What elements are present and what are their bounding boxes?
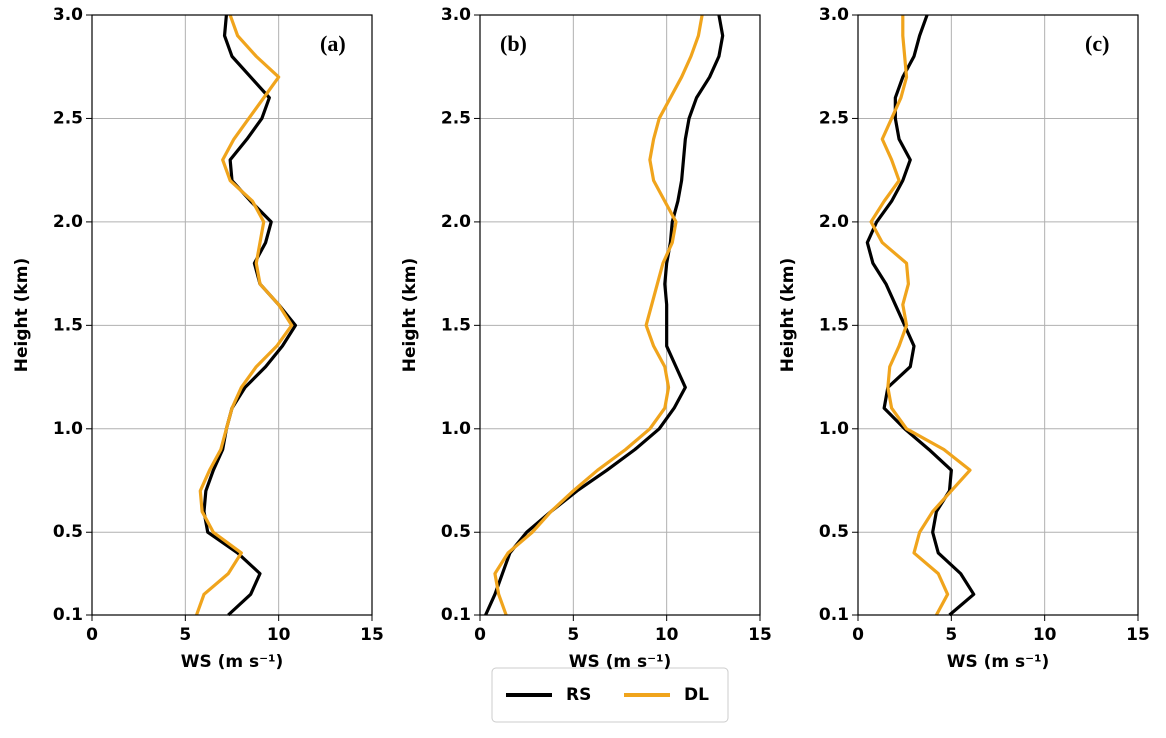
x-tick-label: 0: [86, 625, 98, 645]
y-axis-label: Height (km): [400, 258, 420, 372]
y-tick-label: 2.5: [819, 108, 849, 128]
y-tick-label: 1.0: [441, 419, 471, 439]
legend-label: DL: [684, 685, 709, 705]
panel-label: (b): [500, 31, 527, 56]
x-tick-label: 15: [360, 625, 384, 645]
x-tick-label: 5: [567, 625, 579, 645]
y-tick-label: 1.0: [53, 419, 83, 439]
y-tick-label: 0.5: [819, 522, 849, 542]
panel-label: (a): [320, 31, 346, 56]
axes-frame: [479, 14, 761, 616]
y-tick-label: 1.0: [819, 419, 849, 439]
y-tick-label: 2.0: [441, 212, 471, 232]
y-tick-label: 0.1: [441, 605, 471, 625]
y-tick-label: 1.5: [819, 315, 849, 335]
x-axis-label: WS (m s⁻¹): [569, 652, 672, 672]
y-tick-label: 2.5: [53, 108, 83, 128]
x-axis-label: WS (m s⁻¹): [181, 652, 284, 672]
axes-frame: [91, 14, 373, 616]
x-tick-label: 10: [1033, 625, 1057, 645]
profile-line: [869, 15, 972, 616]
x-tick-label: 10: [655, 625, 679, 645]
x-tick-label: 5: [179, 625, 191, 645]
y-axis-label: Height (km): [12, 258, 32, 372]
panel: 0 5 10 15 0.1 0.5 1.0 1.5 2.0 2.5 3.0 (c) WS (m s⁻¹)…: [778, 5, 1150, 672]
y-axis-label: Height (km): [778, 258, 798, 372]
profile-line: [865, 14, 976, 617]
y-tick-label: 2.0: [819, 212, 849, 232]
y-tick-label: 0.1: [819, 605, 849, 625]
x-tick-label: 10: [267, 625, 291, 645]
y-tick-label: 2.0: [53, 212, 83, 232]
y-tick-label: 0.1: [53, 605, 83, 625]
profile-line: [493, 14, 704, 616]
y-tick-label: 2.5: [441, 108, 471, 128]
panel-label: (c): [1085, 31, 1109, 56]
y-tick-label: 3.0: [819, 5, 849, 25]
x-tick-label: 15: [1126, 625, 1150, 645]
legend-box: [491, 667, 729, 723]
y-tick-label: 3.0: [53, 5, 83, 25]
axes-frame: [857, 14, 1139, 616]
y-tick-label: 3.0: [441, 5, 471, 25]
y-tick-label: 0.5: [441, 522, 471, 542]
panel: 0 5 10 15 0.1 0.5 1.0 1.5 2.0 2.5 3.0 (a) WS (m s⁻¹)…: [12, 5, 384, 672]
x-axis-label: WS (m s⁻¹): [947, 652, 1050, 672]
panel: 0 5 10 15 0.1 0.5 1.0 1.5 2.0 2.5 3.0 (b) WS (m s⁻¹)…: [400, 5, 772, 672]
x-tick-label: 5: [945, 625, 957, 645]
y-tick-label: 0.5: [53, 522, 83, 542]
x-tick-label: 0: [474, 625, 486, 645]
y-tick-label: 1.5: [441, 315, 471, 335]
legend-label: RS: [566, 685, 591, 705]
profile-line: [484, 14, 725, 616]
x-tick-label: 0: [852, 625, 864, 645]
profile-line: [202, 14, 298, 617]
x-tick-label: 15: [748, 625, 772, 645]
profile-line: [195, 14, 294, 616]
y-tick-label: 1.5: [53, 315, 83, 335]
legend: RS DL: [491, 667, 729, 723]
